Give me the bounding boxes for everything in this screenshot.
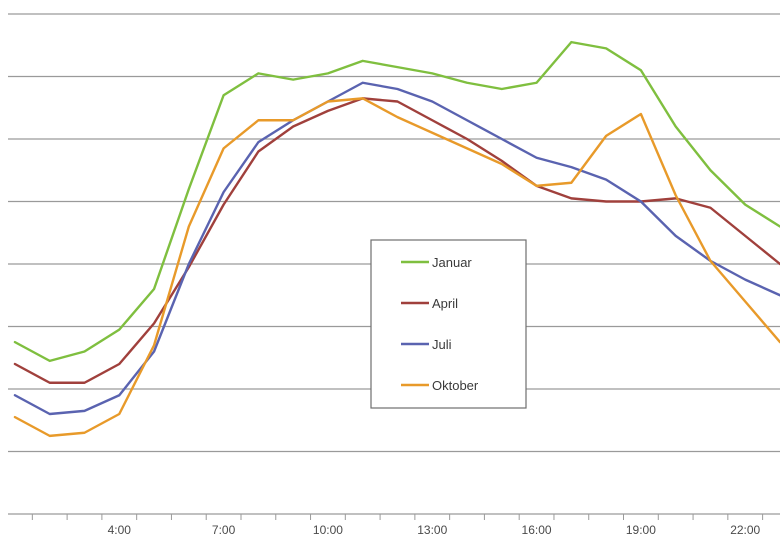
series-layer: [13, 40, 780, 438]
x-axis: 4:00 7:00 10:00 13:00 16:00 19:00 22:00: [8, 513, 780, 537]
x-tick-label: 7:00: [212, 523, 236, 537]
x-tick-label: 4:00: [108, 523, 132, 537]
legend-label-april: April: [432, 296, 458, 311]
legend-label-oktober: Oktober: [432, 378, 479, 393]
legend-label-juli: Juli: [432, 337, 452, 352]
x-tick-label: 10:00: [313, 523, 343, 537]
legend-label-januar: Januar: [432, 255, 472, 270]
series-line-januar: [13, 40, 780, 363]
x-tick-label: 19:00: [626, 523, 656, 537]
x-tick-label: 16:00: [522, 523, 552, 537]
series-line-oktober: [13, 97, 780, 438]
legend-box: [370, 239, 527, 409]
x-tick-label: 22:00: [730, 523, 760, 537]
series-line-april: [13, 97, 780, 384]
x-tick-label: 13:00: [417, 523, 447, 537]
legend: Januar April Juli Oktober: [370, 239, 527, 409]
